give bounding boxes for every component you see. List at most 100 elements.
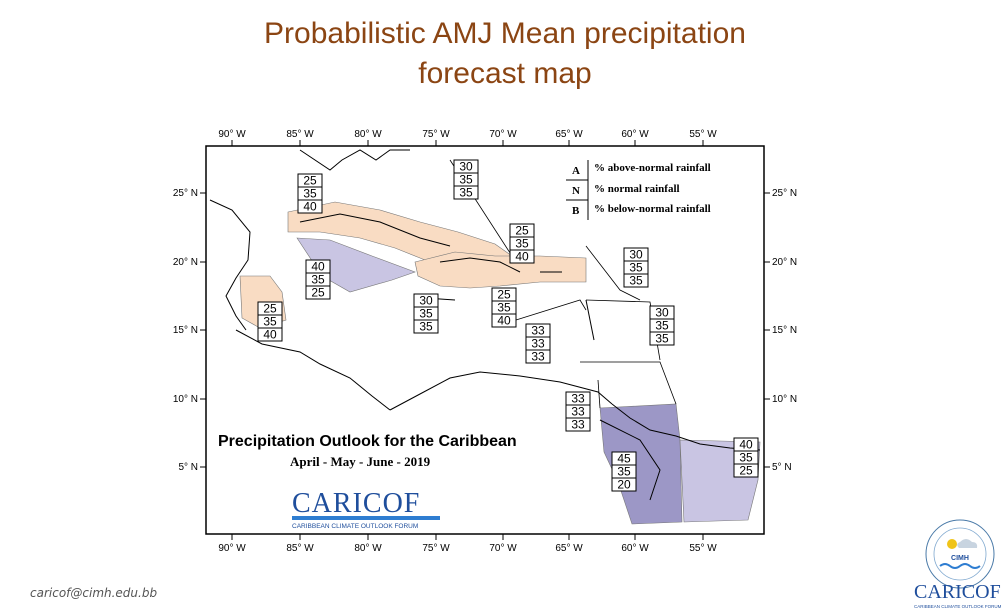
probability-value: 33 (531, 350, 545, 364)
probability-value: 40 (515, 250, 529, 264)
probability-value: 25 (515, 224, 529, 238)
probability-cell (453, 185, 479, 200)
contact-email: caricof@cimh.edu.bb (30, 586, 158, 600)
probability-value: 40 (739, 438, 753, 452)
probability-cell (297, 199, 323, 214)
axis-ticks (200, 140, 770, 540)
slide-title: Probabilistic AMJ Mean precipitation for… (180, 14, 830, 94)
slide-title-line-1: Probabilistic AMJ Mean precipitation (264, 17, 746, 50)
corner-logo-tagline: CARIBBEAN CLIMATE OUTLOOK FORUM (914, 604, 1002, 609)
probability-value: 33 (571, 392, 585, 406)
probability-value: 35 (419, 320, 433, 334)
probability-cell (509, 249, 535, 264)
probability-value: 35 (655, 319, 669, 333)
lon-label-bottom: 75° W (422, 543, 450, 554)
probability-cell (257, 327, 283, 342)
probability-value: 35 (629, 261, 643, 275)
probability-value: 25 (311, 286, 325, 300)
lat-label-right: 5° N (772, 462, 792, 473)
corner-logo-text: CARICOF (914, 581, 1001, 603)
cloud-icon (957, 539, 978, 548)
probability-cell (649, 331, 675, 346)
caricof-logo-text: CARICOF (292, 488, 420, 519)
lat-label-left: 25° N (173, 188, 198, 199)
probability-value: 40 (311, 260, 325, 274)
probability-cell (305, 285, 331, 300)
probability-value: 33 (571, 418, 585, 432)
probability-value: 35 (263, 315, 277, 329)
legend: A % above-normal rainfall N % normal rai… (566, 158, 728, 224)
legend-key-b: B (572, 205, 580, 217)
probability-value: 30 (655, 306, 669, 320)
probability-value: 35 (419, 307, 433, 321)
probability-value: 25 (739, 464, 753, 478)
lon-label-bottom: 90° W (218, 543, 246, 554)
lon-label-bottom: 70° W (489, 543, 517, 554)
legend-key-n: N (572, 185, 580, 197)
probability-value: 35 (629, 274, 643, 288)
probability-cell (733, 463, 759, 478)
probability-value: 33 (531, 324, 545, 338)
lon-label-top: 55° W (689, 129, 717, 140)
probability-cell (565, 417, 591, 432)
cimh-logo: CIMH CARICOF CARIBBEAN CLIMATE OUTLOOK F… (914, 519, 1002, 609)
caricof-logo-tagline: CARIBBEAN CLIMATE OUTLOOK FORUM (292, 523, 418, 530)
lat-label-right: 15° N (772, 325, 797, 336)
probability-value: 35 (459, 173, 473, 187)
lon-label-top: 80° W (354, 129, 382, 140)
lat-label-right: 10° N (772, 394, 797, 405)
legend-text-b: % below-normal rainfall (594, 203, 711, 215)
probability-value: 40 (263, 328, 277, 342)
probability-value: 35 (459, 186, 473, 200)
probability-cell (525, 349, 551, 364)
probability-value: 25 (263, 302, 277, 316)
lon-label-bottom: 55° W (689, 543, 717, 554)
probability-value: 35 (497, 301, 511, 315)
zone-below-hispaniola (414, 251, 587, 289)
lon-label-top: 85° W (286, 129, 314, 140)
lat-label-left: 15° N (173, 325, 198, 336)
cimh-acronym: CIMH (951, 555, 969, 562)
lon-label-bottom: 60° W (621, 543, 649, 554)
lat-label-right: 20° N (772, 257, 797, 268)
legend-text-n: % normal rainfall (594, 183, 680, 195)
lat-label-left: 5° N (178, 462, 198, 473)
probability-value: 35 (739, 451, 753, 465)
probability-value: 35 (311, 273, 325, 287)
legend-text-a: % above-normal rainfall (594, 162, 711, 174)
lon-label-top: 65° W (555, 129, 583, 140)
probability-value: 35 (655, 332, 669, 346)
probability-value: 35 (617, 465, 631, 479)
probability-value: 30 (459, 160, 473, 174)
probability-cell (611, 477, 637, 492)
lat-label-right: 25° N (772, 188, 797, 199)
slide-title-line-2: forecast map (418, 57, 592, 90)
probability-cell (413, 319, 439, 334)
probability-value: 25 (303, 174, 317, 188)
outlook-title: Precipitation Outlook for the Caribbean (218, 433, 517, 450)
lon-label-top: 90° W (218, 129, 246, 140)
lon-label-top: 70° W (489, 129, 517, 140)
lon-label-top: 75° W (422, 129, 450, 140)
probability-value: 45 (617, 452, 631, 466)
probability-value: 30 (419, 294, 433, 308)
wave-icon (939, 563, 981, 569)
lon-label-bottom: 65° W (555, 543, 583, 554)
probability-value: 35 (515, 237, 529, 251)
probability-value: 30 (629, 248, 643, 262)
probability-cell (491, 313, 517, 328)
sun-icon (947, 539, 957, 549)
